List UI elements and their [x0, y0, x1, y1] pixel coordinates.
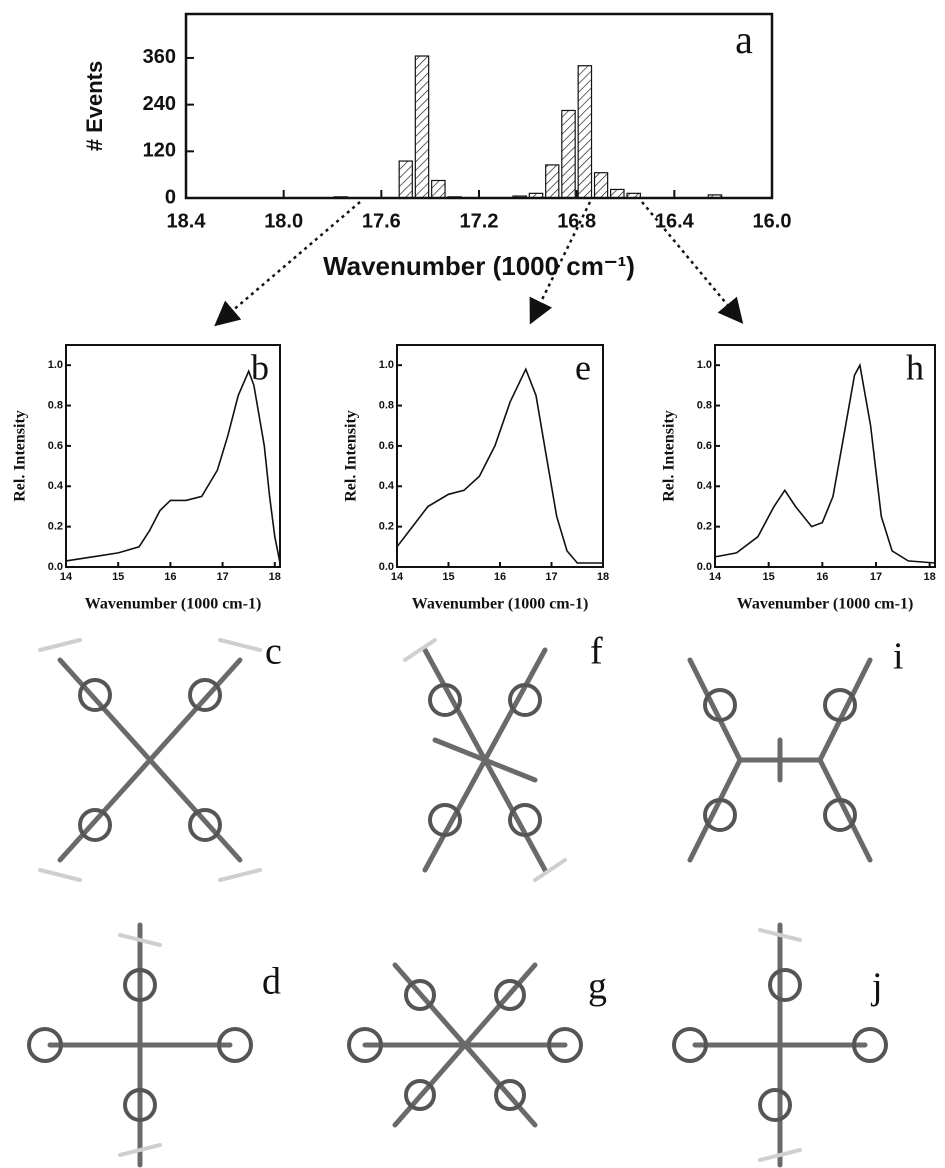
y-tick-label: 0.8	[379, 399, 394, 411]
bar-hatch	[627, 193, 641, 198]
x-tick-label: 18	[924, 571, 936, 583]
x-tick-label: 18	[269, 571, 281, 583]
y-tick-label: 0.0	[48, 561, 63, 573]
structure-label: i	[893, 636, 904, 678]
structure-label: d	[262, 961, 281, 1003]
y-tick-label: 0.4	[48, 480, 64, 492]
plot-frame	[65, 344, 281, 568]
bar-hatch	[578, 65, 592, 198]
x-tick-label: 18.4	[167, 210, 207, 232]
x-axis-title: Wavenumber (1000 cm-1)	[737, 596, 914, 613]
x-tick-label: 16	[816, 571, 828, 583]
y-tick-label: 0.2	[48, 521, 63, 533]
x-tick-label: 15	[442, 571, 454, 583]
molecule	[347, 962, 583, 1128]
plot-frame	[714, 344, 936, 568]
molecule	[687, 657, 873, 863]
arrow	[641, 201, 744, 324]
y-tick-label: 120	[143, 140, 176, 162]
bar-hatch	[708, 194, 722, 198]
y-tick-label: 0	[165, 186, 176, 208]
spectrum-line	[714, 362, 936, 564]
y-axis-title: # Events	[82, 61, 107, 152]
y-tick-label: 0.6	[379, 440, 394, 452]
x-tick-label: 14	[391, 571, 404, 583]
x-tick-label: 18	[597, 571, 609, 583]
molecule	[672, 922, 888, 1168]
bar-hatch	[561, 110, 576, 198]
spectrum-line	[65, 369, 281, 564]
x-tick-label: 17	[216, 571, 228, 583]
bar-hatch	[610, 189, 624, 198]
arrow	[529, 201, 592, 325]
structure-label: j	[870, 966, 883, 1008]
y-tick-label: 0.6	[697, 440, 712, 452]
x-tick-label: 18.0	[264, 210, 303, 232]
plot-frame	[184, 12, 774, 200]
x-axis-title: Wavenumber (1000 cm-1)	[412, 596, 589, 613]
x-tick-label: 15	[763, 571, 775, 583]
y-tick-label: 1.0	[697, 359, 712, 371]
bar-hatch	[415, 56, 429, 199]
y-tick-label: 0.8	[697, 399, 712, 411]
structure-label: c	[265, 631, 282, 673]
y-tick-label: 0.2	[697, 521, 712, 533]
panel-label: h	[906, 347, 924, 387]
x-tick-label: 17	[870, 571, 882, 583]
x-tick-label: 14	[60, 571, 73, 583]
x-tick-label: 16.4	[655, 210, 695, 232]
y-tick-label: 1.0	[48, 359, 63, 371]
structure-label: f	[590, 631, 603, 673]
x-tick-label: 17.2	[460, 210, 499, 232]
plot-frame	[396, 344, 604, 568]
arrows	[214, 201, 744, 327]
structure-label: g	[588, 966, 607, 1008]
x-tick-label: 16.0	[753, 210, 792, 232]
x-axis-title: Wavenumber (1000 cm⁻¹)	[323, 251, 635, 281]
panel-label: b	[251, 347, 269, 387]
y-axis-title: Rel. Intensity	[12, 410, 29, 502]
y-tick-label: 0.0	[697, 561, 712, 573]
bar-hatch	[399, 161, 413, 198]
panel-label: a	[735, 17, 753, 62]
y-tick-label: 240	[143, 93, 176, 115]
molecule	[27, 922, 253, 1168]
molecule	[403, 638, 567, 882]
x-tick-label: 16.8	[557, 210, 596, 232]
y-tick-label: 0.2	[379, 521, 394, 533]
y-tick-label: 0.8	[48, 399, 63, 411]
x-tick-label: 16	[164, 571, 176, 583]
spectrum-line	[396, 367, 603, 564]
x-axis-title: Wavenumber (1000 cm-1)	[85, 596, 262, 613]
bar-hatch	[545, 164, 559, 198]
bar-hatch	[431, 180, 446, 198]
bar-hatch	[594, 172, 608, 198]
y-tick-label: 0.4	[697, 480, 713, 492]
y-tick-label: 360	[143, 46, 176, 68]
x-tick-label: 17	[545, 571, 557, 583]
molecule	[38, 638, 262, 882]
x-tick-label: 16	[494, 571, 506, 583]
bar-hatch	[529, 193, 543, 198]
x-tick-label: 17.6	[362, 210, 401, 232]
panel-label: e	[575, 347, 591, 387]
y-tick-label: 1.0	[379, 359, 394, 371]
x-tick-label: 14	[709, 571, 722, 583]
y-axis-title: Rel. Intensity	[661, 410, 678, 502]
y-tick-label: 0.6	[48, 440, 63, 452]
x-tick-label: 15	[112, 571, 124, 583]
y-tick-label: 0.4	[379, 480, 395, 492]
y-tick-label: 0.0	[379, 561, 394, 573]
arrow	[214, 201, 361, 327]
y-axis-title: Rel. Intensity	[343, 410, 360, 502]
